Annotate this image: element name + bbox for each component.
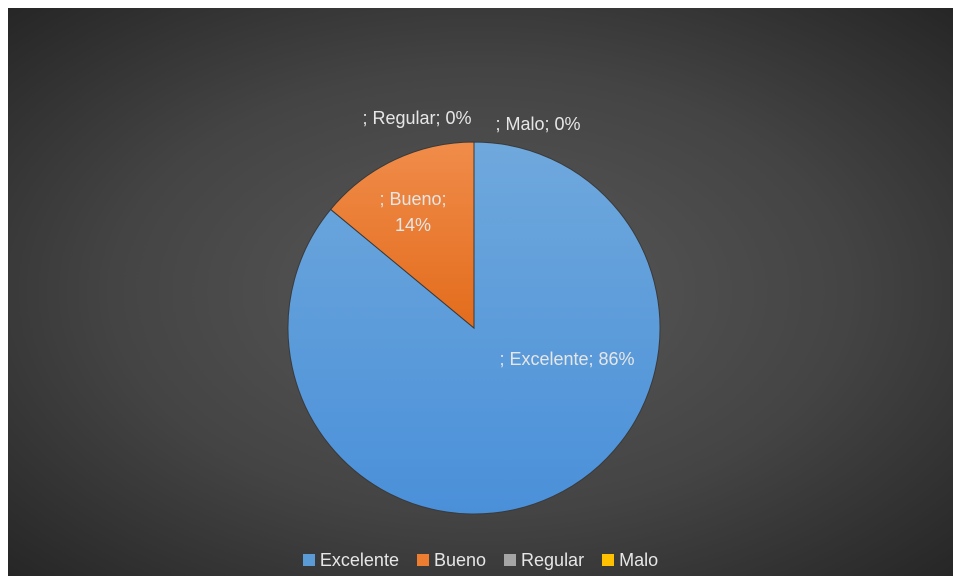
legend-item-malo: Malo — [602, 548, 658, 572]
legend-label-bueno: Bueno — [433, 550, 487, 570]
legend-swatch-regular — [504, 554, 517, 566]
pie-slices — [287, 141, 661, 515]
data-label-excelente: ; Excelente; 86% — [499, 349, 634, 369]
pie-data-labels: ; Excelente; 86% ; Bueno; 14% ; Regular; 0%… — [362, 108, 634, 369]
legend-label-malo: Malo — [619, 550, 659, 570]
legend-swatch-malo — [602, 554, 615, 566]
legend-item-bueno: Bueno — [416, 548, 487, 572]
legend-label-excelente: Excelente — [319, 550, 399, 570]
data-label-regular: ; Regular; 0% — [362, 108, 471, 128]
pie-slice-bueno — [329, 141, 475, 330]
pie-chart: ; Excelente; 86% ; Bueno; 14% ; Regular; 0%… — [287, 108, 661, 515]
data-label-bueno: ; Bueno; 14% — [379, 189, 446, 235]
legend-swatch-excelente — [302, 554, 315, 566]
legend-item-excelente: Excelente — [302, 548, 399, 572]
legend-swatch-bueno — [416, 554, 429, 566]
legend-item-regular: Regular — [504, 548, 584, 572]
chart-legend: Excelente Bueno Regular Malo — [8, 548, 953, 572]
data-label-malo: ; Malo; 0% — [495, 114, 580, 134]
legend-label-regular: Regular — [521, 550, 585, 570]
chart-area: ; Excelente; 86% ; Bueno; 14% ; Regular; 0%… — [8, 8, 953, 576]
